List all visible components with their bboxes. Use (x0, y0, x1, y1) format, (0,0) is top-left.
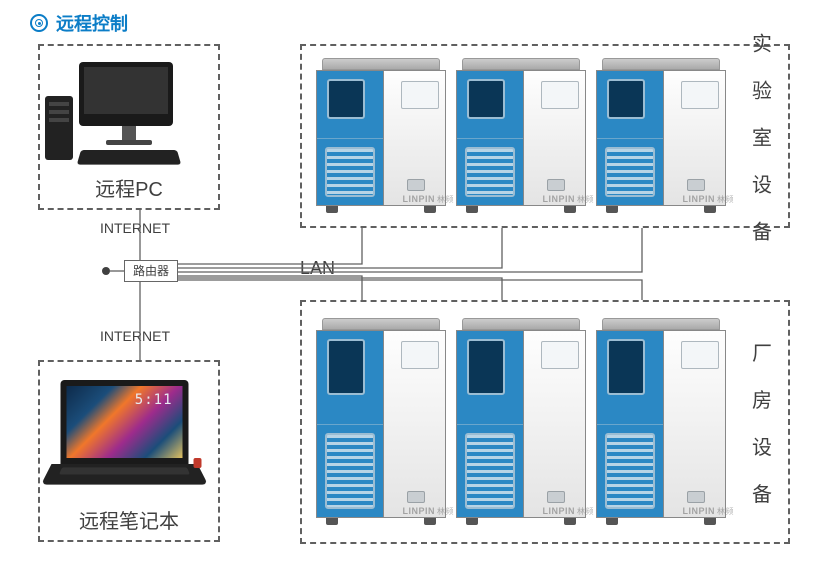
watermark: LINPIN林频 (542, 506, 594, 517)
desktop-pc-graphic (79, 62, 179, 165)
chamber-unit: LINPIN林频 (596, 58, 726, 213)
pc-tower-icon (45, 96, 73, 160)
remote-laptop-label: 远程笔记本 (40, 505, 218, 534)
lan-label: LAN (300, 258, 335, 279)
factory-equipment-label: 厂 房 设 备 (752, 337, 772, 507)
watermark: LINPIN林频 (542, 194, 594, 205)
keyboard-icon (77, 150, 181, 165)
chamber-unit: LINPIN林频 (456, 58, 586, 213)
remote-laptop-box: 远程笔记本 (38, 360, 220, 542)
header-title: 远程控制 (56, 10, 128, 36)
factory-equipment-box: LINPIN林频 LINPIN林频 LINPIN林频 厂 房 设 备 (300, 300, 790, 544)
factory-chambers-row: LINPIN林频 LINPIN林频 LINPIN林频 (316, 318, 726, 525)
chamber-unit: LINPIN林频 (456, 318, 586, 525)
watermark: LINPIN林频 (402, 506, 454, 517)
chamber-unit: LINPIN林频 (596, 318, 726, 525)
monitor-icon (79, 62, 173, 126)
chamber-unit: LINPIN林频 (316, 58, 446, 213)
laptop-graphic (61, 380, 198, 486)
watermark: LINPIN林频 (682, 506, 734, 517)
target-icon (30, 14, 48, 32)
laptop-base-icon (41, 464, 208, 485)
watermark: LINPIN林频 (402, 194, 454, 205)
remote-pc-box: 远程PC (38, 44, 220, 210)
remote-pc-label: 远程PC (40, 173, 218, 202)
lab-equipment-box: LINPIN林频 LINPIN林频 LINPIN林频 实 验 室 设 备 (300, 44, 790, 228)
internet-label-top: INTERNET (100, 220, 170, 236)
diagram-header: 远程控制 (30, 10, 128, 36)
chamber-unit: LINPIN林频 (316, 318, 446, 525)
lab-equipment-label: 实 验 室 设 备 (752, 28, 772, 245)
lab-chambers-row: LINPIN林频 LINPIN林频 LINPIN林频 (316, 58, 726, 213)
router-node-dot (102, 267, 110, 275)
router-label-box: 路由器 (124, 260, 178, 282)
internet-label-bottom: INTERNET (100, 328, 170, 344)
laptop-screen-icon (67, 386, 183, 458)
watermark: LINPIN林频 (682, 194, 734, 205)
